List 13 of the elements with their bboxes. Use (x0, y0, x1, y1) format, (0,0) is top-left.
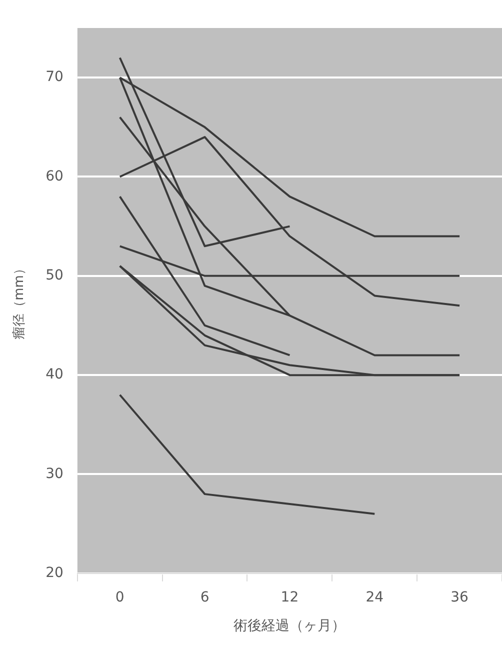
y-axis-title: 瘤径（mm） (11, 262, 28, 340)
y-tick-label: 20 (46, 565, 64, 582)
x-tick-label: 24 (366, 589, 384, 606)
x-tick-label: 36 (450, 589, 469, 606)
x-tick-label: 0 (115, 589, 124, 606)
y-tick-label: 30 (46, 466, 64, 482)
x-axis-title: 術後経過（ヶ月） (234, 618, 346, 634)
y-tick-label: 60 (46, 168, 64, 184)
y-tick-label: 70 (46, 69, 64, 86)
y-tick-label: 50 (46, 268, 64, 284)
x-tick-label: 12 (280, 589, 299, 606)
x-tick-label: 6 (200, 589, 210, 606)
y-tick-label: 40 (46, 366, 64, 383)
